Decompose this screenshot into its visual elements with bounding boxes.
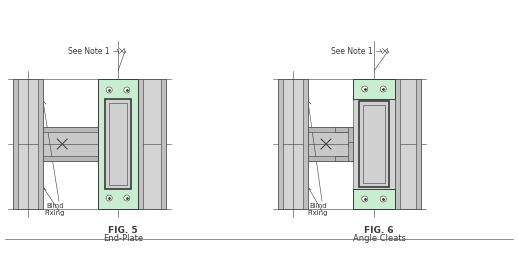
Circle shape — [124, 87, 130, 93]
Bar — [161, 79, 166, 209]
Circle shape — [106, 87, 112, 93]
Text: Blind
Fixing: Blind Fixing — [308, 203, 328, 216]
Bar — [43, 127, 98, 132]
Bar — [308, 127, 353, 132]
Bar — [105, 99, 131, 189]
Circle shape — [106, 195, 112, 201]
Bar — [353, 79, 395, 99]
Circle shape — [124, 195, 130, 201]
Bar — [363, 105, 385, 183]
Bar — [335, 127, 353, 132]
Bar — [395, 79, 421, 209]
Bar — [303, 79, 308, 209]
Bar — [43, 156, 98, 161]
Circle shape — [380, 196, 386, 202]
Bar — [335, 156, 353, 161]
Text: FIG. 5: FIG. 5 — [108, 226, 138, 235]
Bar — [13, 79, 18, 209]
Bar — [13, 79, 43, 209]
Bar — [278, 79, 308, 209]
Bar — [278, 79, 283, 209]
Text: See Note 1: See Note 1 — [332, 47, 373, 55]
Bar — [109, 103, 127, 185]
Text: Angle Cleats: Angle Cleats — [353, 234, 406, 243]
Bar — [353, 189, 395, 209]
Bar — [348, 142, 353, 161]
Bar — [43, 127, 98, 161]
Bar — [416, 79, 421, 209]
Bar — [38, 79, 43, 209]
Bar — [353, 79, 395, 209]
Bar — [359, 101, 389, 187]
Bar — [395, 79, 400, 209]
Bar — [98, 79, 138, 209]
Bar — [308, 127, 353, 161]
Circle shape — [380, 86, 386, 92]
Text: End-Plate: End-Plate — [103, 234, 143, 243]
Bar — [348, 127, 353, 146]
Circle shape — [362, 86, 368, 92]
Text: See Note 1: See Note 1 — [68, 47, 110, 55]
Bar — [138, 79, 166, 209]
Text: Blind
Fixing: Blind Fixing — [45, 203, 65, 216]
Text: FIG. 6: FIG. 6 — [364, 226, 394, 235]
Bar — [138, 79, 143, 209]
Bar — [308, 156, 353, 161]
Circle shape — [362, 196, 368, 202]
